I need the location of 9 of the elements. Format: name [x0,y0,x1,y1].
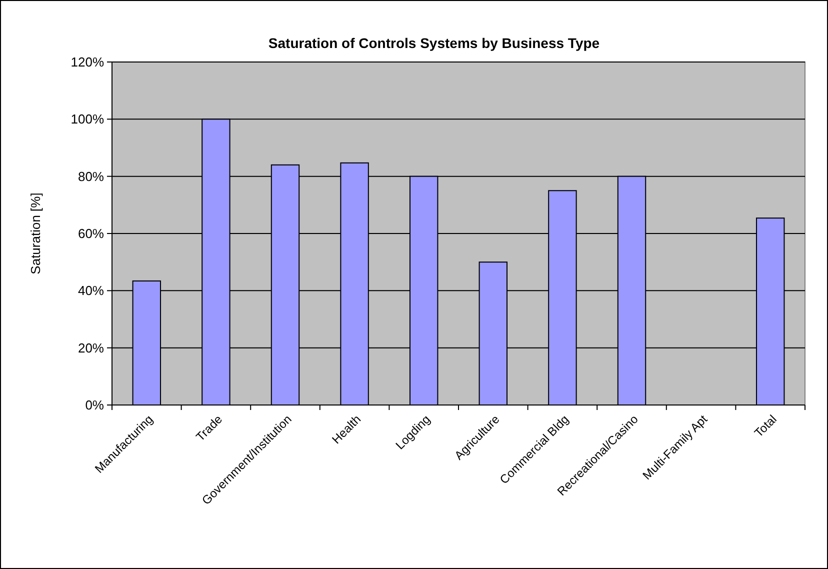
y-tick-label: 20% [78,340,104,356]
y-axis-title: Saturation [%] [28,192,43,274]
y-tick-label: 60% [78,226,104,242]
y-tick-label: 100% [70,112,104,127]
y-tick-label: 80% [78,168,104,184]
y-tick-label: 0% [85,398,104,413]
y-tick-label: 120% [70,54,104,70]
y-tick-label: 40% [78,283,104,298]
chart-title: Saturation of Controls Systems by Business Type [268,35,600,51]
